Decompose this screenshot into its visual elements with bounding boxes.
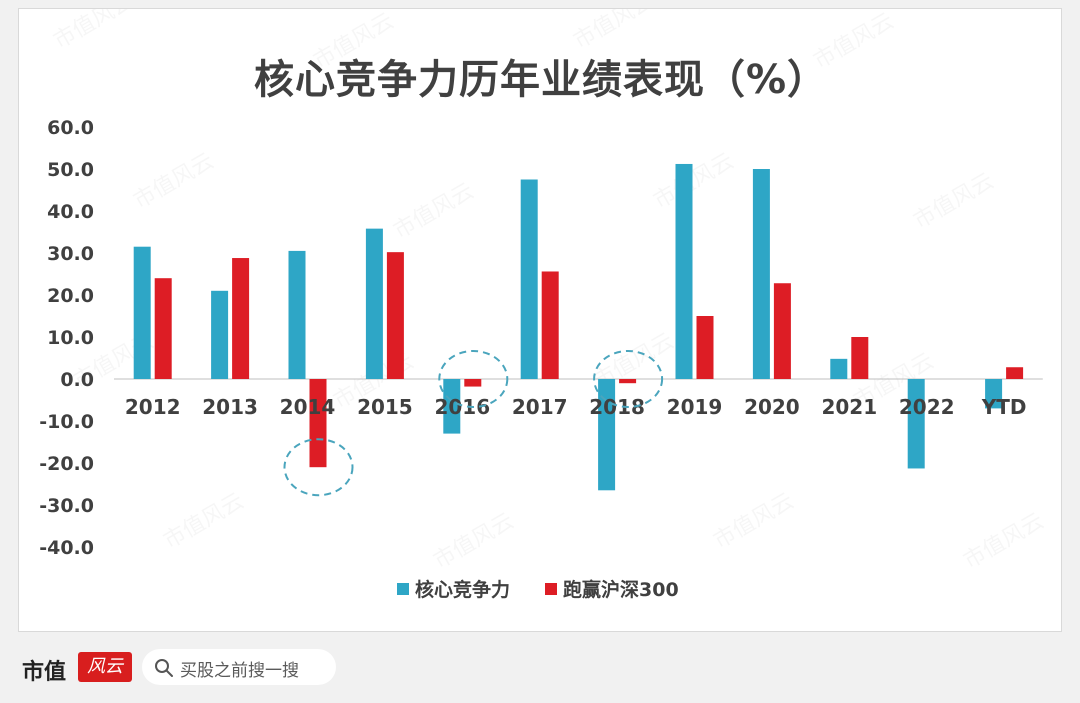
highlight-circle: [593, 350, 664, 408]
watermark-text: 市值风云: [160, 489, 249, 555]
y-tick-label: 60.0: [47, 117, 94, 139]
bar-core-competitiveness: [675, 163, 693, 379]
bar-core-competitiveness: [830, 358, 848, 379]
search-placeholder: 买股之前搜一搜: [180, 661, 299, 681]
footer-bar: 市值 风云 买股之前搜一搜: [18, 640, 718, 696]
watermark-text: 市值风云: [710, 489, 799, 555]
bar-beat-csi300: [386, 252, 404, 379]
bar-core-competitiveness: [133, 246, 151, 379]
chart-title: 核心竞争力历年业绩表现（%）: [253, 57, 829, 103]
watermark-text: 市值风云: [310, 9, 399, 74]
y-tick-label: 30.0: [47, 243, 94, 265]
x-tick-label: 2019: [667, 395, 723, 419]
y-tick-label: 50.0: [47, 159, 94, 181]
watermark-text: 市值风云: [50, 9, 139, 54]
watermark-text: 市值风云: [430, 509, 519, 575]
x-tick-label: 2017: [512, 395, 568, 419]
x-tick-label: 2015: [357, 395, 413, 419]
search-box[interactable]: 买股之前搜一搜: [142, 649, 336, 685]
y-tick-label: -30.0: [39, 495, 94, 517]
bar-beat-csi300: [619, 379, 637, 384]
bar-core-competitiveness: [907, 379, 925, 469]
y-tick-label: 40.0: [47, 201, 94, 223]
x-tick-label: YTD: [981, 395, 1027, 419]
x-tick-label: 2022: [899, 395, 955, 419]
bar-core-competitiveness: [211, 290, 229, 379]
bar-beat-csi300: [541, 271, 559, 379]
y-tick-label: 10.0: [47, 327, 94, 349]
y-tick-label: 0.0: [60, 369, 94, 391]
bar-core-competitiveness: [752, 169, 770, 379]
x-tick-label: 2021: [821, 395, 877, 419]
x-tick-label: 2020: [744, 395, 800, 419]
x-tick-label: 2014: [280, 395, 336, 419]
x-tick-label: 2012: [125, 395, 181, 419]
x-tick-label: 2013: [202, 395, 258, 419]
bar-core-competitiveness: [598, 379, 616, 491]
bar-beat-csi300: [154, 278, 172, 379]
legend-label-beat-csi300: 跑赢沪深300: [563, 578, 679, 601]
brand-logo: 风云: [78, 652, 132, 682]
bar-core-competitiveness: [985, 379, 1003, 409]
legend-swatch-beat-csi300: [545, 583, 557, 595]
watermark-text: 市值风云: [810, 9, 899, 74]
watermark-text: 市值风云: [390, 179, 479, 245]
y-tick-label: -40.0: [39, 537, 94, 559]
y-tick-label: 20.0: [47, 285, 94, 307]
highlight-circle: [283, 438, 354, 497]
watermark-text: 市值风云: [960, 509, 1049, 575]
bar-core-competitiveness: [443, 379, 461, 434]
y-tick-label: -20.0: [39, 453, 94, 475]
bar-core-competitiveness: [365, 228, 383, 379]
bar-beat-csi300: [851, 337, 869, 379]
bar-beat-csi300: [696, 316, 714, 379]
legend-swatch-core-competitiveness: [397, 583, 409, 595]
brand-name: 市值: [22, 659, 67, 685]
bar-beat-csi300: [1006, 367, 1024, 379]
bar-core-competitiveness: [520, 179, 538, 379]
watermark-text: 市值风云: [910, 169, 999, 235]
search-icon: [155, 659, 173, 677]
bar-beat-csi300: [773, 283, 791, 379]
y-tick-label: -10.0: [39, 411, 94, 433]
bar-beat-csi300: [232, 258, 250, 379]
bar-core-competitiveness: [288, 250, 306, 379]
chart-card: 核心竞争力历年业绩表现（%） 市值风云 市值风云 市值风云 市值风云 市值风云 市值风云市…: [18, 8, 1062, 632]
bar-beat-csi300: [464, 379, 482, 387]
watermark-text: 市值风云: [130, 149, 219, 215]
bar-beat-csi300: [309, 379, 327, 468]
watermark-text: 市值风云: [570, 9, 659, 54]
legend-label-core-competitiveness: 核心竞争力: [415, 578, 510, 601]
highlight-circle: [438, 350, 509, 408]
watermark-text: 市值风云: [650, 149, 739, 215]
